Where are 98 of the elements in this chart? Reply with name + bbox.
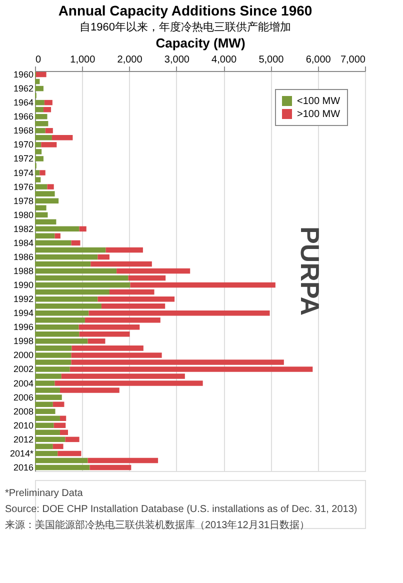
bar	[44, 100, 52, 106]
bar	[35, 254, 98, 260]
y-tick-label: 1992	[13, 294, 34, 304]
bar	[109, 289, 154, 295]
x-tick-label: 5,000	[258, 54, 284, 66]
bar	[98, 296, 175, 302]
y-tick-label: 1980	[13, 210, 34, 220]
bar	[35, 100, 44, 106]
y-tick-label: 1976	[13, 182, 34, 192]
bar	[130, 282, 276, 288]
y-tick-label: 1986	[13, 252, 34, 262]
chart-title: Annual Capacity Additions Since 1960	[58, 2, 312, 18]
bar	[65, 436, 80, 442]
y-tick-label: 2014*	[10, 448, 34, 458]
bar	[35, 240, 72, 246]
y-tick-label: 1988	[13, 266, 34, 276]
bar	[90, 464, 132, 470]
bar	[54, 233, 60, 239]
annotation: PURPA	[294, 226, 325, 316]
bar	[35, 450, 58, 456]
bar	[35, 289, 110, 295]
bar	[58, 450, 82, 456]
x-tick-label: 6,000	[306, 54, 332, 66]
bar	[35, 422, 54, 428]
bar	[35, 247, 106, 253]
bar	[35, 444, 53, 450]
bar	[52, 402, 64, 407]
x-tick-label: 3,000	[164, 54, 190, 66]
bar	[52, 444, 64, 450]
bar	[35, 458, 88, 464]
bar	[35, 233, 55, 239]
bar	[35, 226, 80, 232]
y-tick-label: 1978	[13, 196, 34, 206]
bar	[35, 86, 44, 92]
y-tick-label: 1996	[13, 322, 34, 332]
y-tick-label: 2012	[13, 434, 34, 444]
y-tick-label: 1994	[13, 308, 34, 318]
bar	[35, 303, 102, 309]
source-note: 来源：美国能源部冷热电三联供装机数据库（2013年12月31日数据）	[5, 519, 310, 531]
y-tick-label: 2008	[13, 406, 34, 416]
x-tick-label: 7,000	[340, 54, 366, 66]
bar	[35, 114, 48, 120]
bar	[35, 261, 91, 267]
bar	[98, 254, 110, 260]
y-tick-label: 2004	[13, 378, 34, 388]
bar	[35, 106, 44, 112]
y-tick-label: 1984	[13, 238, 34, 248]
text: *Preliminary Data	[5, 488, 84, 499]
y-tick-label: 2002	[13, 364, 34, 374]
x-tick-label: 4,000	[212, 54, 238, 66]
x-axis-title: Capacity (MW)	[156, 36, 246, 50]
bar	[40, 170, 46, 176]
bar	[35, 310, 89, 316]
y-tick-label: 1972	[13, 154, 34, 164]
bar	[35, 268, 117, 274]
bar	[47, 184, 54, 190]
bar	[35, 430, 60, 436]
legend-label: >100 MW	[297, 109, 341, 120]
x-tick-label: 1,000	[70, 54, 96, 66]
y-tick-label: 1970	[13, 140, 34, 150]
legend-label: <100 MW	[297, 96, 341, 107]
bar	[35, 436, 66, 442]
y-tick-label: 2010	[13, 420, 34, 430]
y-tick-label: 2006	[13, 392, 34, 402]
bar	[35, 78, 40, 84]
bar	[128, 275, 166, 281]
y-tick-label: 1964	[13, 98, 34, 108]
y-tick-label: 1968	[13, 126, 34, 136]
bar	[101, 303, 166, 309]
y-tick-label: 1960	[13, 70, 34, 80]
bar	[35, 282, 130, 288]
y-tick-label: 2000	[13, 350, 34, 360]
y-tick-label: 1990	[13, 280, 34, 290]
y-tick-label: 2016	[13, 462, 34, 472]
bar	[54, 422, 66, 428]
y-tick-label: 1966	[13, 112, 34, 122]
bar	[88, 458, 158, 464]
x-tick-label: 0	[36, 54, 42, 66]
x-tick-label: 2,000	[117, 54, 143, 66]
bar	[79, 226, 86, 232]
bar	[116, 268, 190, 274]
bar	[71, 240, 80, 246]
y-tick-label: 1998	[13, 336, 34, 346]
bar	[106, 247, 143, 253]
bar	[36, 72, 46, 78]
bar	[43, 106, 52, 112]
bar	[60, 416, 66, 421]
bar	[35, 296, 98, 302]
bar	[35, 464, 90, 470]
y-tick-label: 1982	[13, 224, 34, 234]
chart-subtitle: 自1960年以来，年度冷热电三联供产能增加	[80, 20, 291, 34]
y-tick-label: 1962	[13, 84, 34, 94]
bar	[90, 261, 152, 267]
bar	[35, 275, 128, 281]
y-tick-label: 1974	[13, 168, 34, 178]
bar	[88, 310, 270, 316]
bar	[60, 430, 68, 436]
source-note: Source: DOE CHP Installation Database (U.S. installations as of Dec. 31, 2013)	[5, 504, 358, 515]
